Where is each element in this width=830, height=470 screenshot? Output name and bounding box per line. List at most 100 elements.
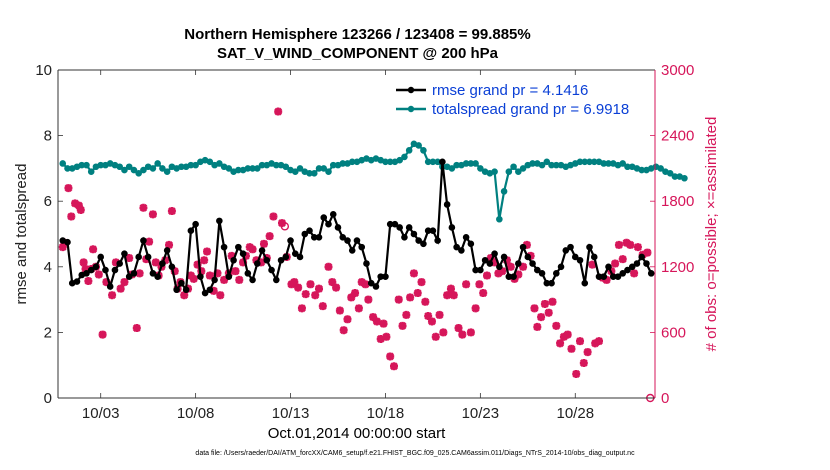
rmse-point <box>586 243 593 251</box>
obs-assimilated-marker-stroke <box>486 254 495 263</box>
obs-assimilated-marker <box>449 291 458 300</box>
obs-assimilated-marker-stroke <box>588 260 597 269</box>
rmse-point <box>339 233 347 241</box>
obs-assimilated-marker <box>376 334 385 343</box>
y-right-tick-label: 0 <box>661 390 669 407</box>
totalspread-point <box>140 166 147 174</box>
rmse-point <box>154 273 161 280</box>
rmse-point <box>552 270 560 277</box>
obs-assimilated-marker <box>514 270 523 279</box>
obs-assimilated-marker <box>424 312 433 320</box>
obs-assimilated-marker-stroke <box>417 278 426 287</box>
obs-assimilated-marker <box>417 278 426 287</box>
rmse-point <box>87 266 95 274</box>
obs-assimilated-marker <box>76 205 85 214</box>
totalspread-point <box>154 160 161 167</box>
obs-assimilated-marker <box>567 344 576 353</box>
obs-assimilated-marker <box>297 304 306 313</box>
rmse-point <box>348 247 356 254</box>
obs-assimilated-marker <box>135 269 144 278</box>
obs-assimilated-marker <box>98 330 107 339</box>
obs-assimilated-marker <box>563 330 572 339</box>
obs-assimilated-marker-stroke <box>294 283 303 292</box>
obs-assimilated-marker-stroke <box>306 280 315 289</box>
obs-assimilated-marker-stroke <box>614 240 623 249</box>
obs-assimilated-marker-stroke <box>514 270 523 279</box>
totalspread-point <box>448 165 456 172</box>
obs-assimilated-marker <box>443 291 452 300</box>
obs-assimilated-marker <box>421 297 430 306</box>
obs-assimilated-marker <box>413 289 422 298</box>
y-left-tick-label: 4 <box>44 259 52 276</box>
totalspread-point <box>472 160 479 167</box>
y-left-label: rmse and totalspread <box>13 164 30 305</box>
totalspread-point <box>491 168 498 175</box>
rmse-point <box>149 270 157 277</box>
obs-assimilated-marker-stroke <box>611 259 620 268</box>
series-lines <box>59 140 688 297</box>
obs-assimilated-marker-stroke <box>443 291 452 300</box>
x-tick-label: 10/23 <box>462 405 500 422</box>
obs-assimilated-marker <box>382 332 391 341</box>
rmse-point <box>249 276 256 284</box>
obs-assimilated-marker-stroke <box>290 278 299 287</box>
obs-assimilated-marker-stroke <box>120 278 129 287</box>
totalspread-point <box>519 165 527 172</box>
rmse-point <box>647 270 655 277</box>
rmse-point <box>306 227 313 235</box>
obs-assimilated-marker <box>139 203 148 212</box>
rmse-point <box>344 237 351 244</box>
rmse-point <box>500 253 508 261</box>
obs-assimilated-marker-stroke <box>431 332 440 341</box>
rmse-point <box>268 266 275 274</box>
obs-assimilated-marker-stroke <box>483 271 492 280</box>
rmse-point <box>420 240 427 248</box>
obs-assimilated-marker <box>274 107 283 116</box>
obs-assimilated-marker <box>148 210 157 219</box>
obs-assimilated-marker <box>398 321 407 330</box>
obs-assimilated-marker-stroke <box>67 212 76 221</box>
obs-assimilated-marker-stroke <box>231 267 240 276</box>
totalspread-point <box>666 170 674 177</box>
rmse-point <box>462 233 470 241</box>
rmse-point <box>301 230 309 238</box>
rmse-point <box>258 247 266 254</box>
chart-title: Northern Hemisphere 123266 / 123408 = 99… <box>184 26 531 43</box>
obs-assimilated-marker <box>58 243 67 252</box>
obs-assimilated-marker <box>552 321 561 330</box>
totalspread-point <box>192 161 199 169</box>
rmse-point <box>614 273 622 280</box>
rmse-point <box>410 230 418 238</box>
obs-assimilated-marker <box>108 291 117 300</box>
axes: 0 2 4 6 8 10 0 600 1200 1800 2400 3000 10/03 10/08 10/… <box>13 62 720 422</box>
obs-assimilated-marker <box>458 330 467 339</box>
obs-assimilated-marker <box>161 256 170 265</box>
rmse-point <box>401 233 408 241</box>
obs-assimilated-marker <box>548 297 557 306</box>
obs-assimilated-marker-stroke <box>269 212 278 221</box>
rmse-point <box>467 240 475 248</box>
obs-assimilated-marker-stroke <box>274 107 283 116</box>
obs-assimilated-marker <box>544 308 553 317</box>
obs-assimilated-marker <box>197 267 206 276</box>
obs-assimilated-marker <box>347 293 356 302</box>
rmse-point <box>263 256 271 264</box>
obs-assimilated-marker-stroke <box>626 240 635 249</box>
x-tick-label: 10/28 <box>557 405 595 422</box>
rmse-point <box>325 220 332 228</box>
obs-assimilated-marker-stroke <box>427 317 436 326</box>
obs-assimilated-marker-stroke <box>125 254 134 263</box>
rmse-point <box>163 247 171 254</box>
totalspread-point <box>510 163 517 171</box>
rmse-point <box>415 237 422 244</box>
obs-assimilated-marker <box>209 286 218 295</box>
rmse-point <box>358 243 366 251</box>
obs-assimilated-marker <box>454 324 463 333</box>
obs-assimilated-marker-stroke <box>379 319 388 328</box>
y-right-tick-label: 1800 <box>661 193 694 210</box>
obs-assimilated-marker-stroke <box>64 184 73 193</box>
obs-assimilated-marker <box>519 262 528 271</box>
obs-assimilated-marker <box>643 248 652 257</box>
obs-assimilated-marker <box>151 258 160 267</box>
obs-assimilated-marker <box>389 362 398 371</box>
